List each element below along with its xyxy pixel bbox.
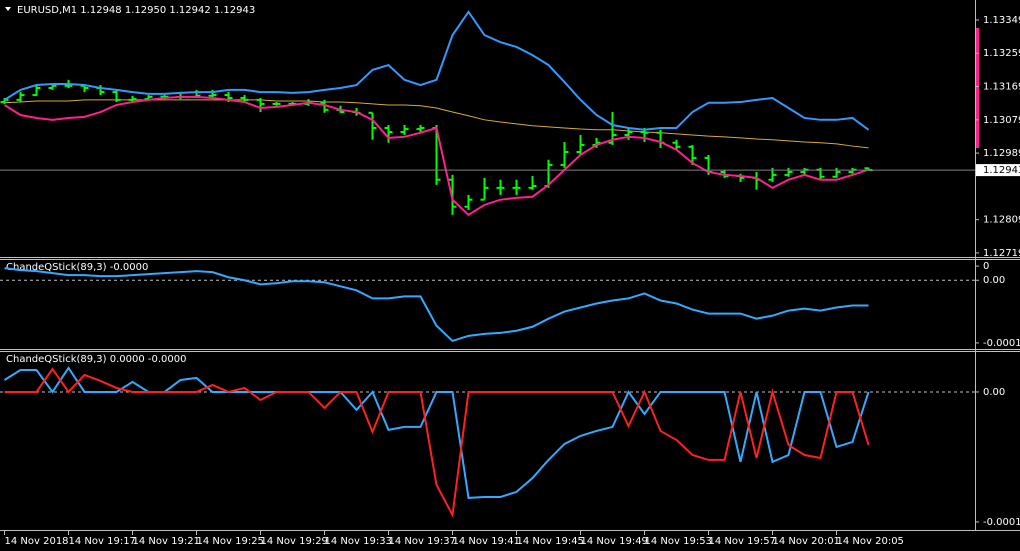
x-tick-label: 14 Nov 19:53: [645, 536, 712, 547]
indicator-line: [3, 95, 869, 217]
y-tick-label: 1.13349: [983, 15, 1020, 26]
x-tick-label: 14 Nov 19:29: [261, 536, 328, 547]
indicator-title: ChandeQStick(89,3) -0.0000: [6, 262, 148, 273]
x-tick-label: 14 Nov 19:49: [581, 536, 648, 547]
x-tick-label: 14 Nov 19:41: [453, 536, 520, 547]
x-tick-label: 14 Nov 19:45: [517, 536, 584, 547]
x-tick-label: 14 Nov 19:33: [325, 536, 392, 547]
indicator-line: [4, 367, 870, 519]
chart-title: EURUSD,M1 1.12948 1.12950 1.12942 1.1294…: [17, 5, 255, 16]
x-tick-label: 14 Nov 19:57: [709, 536, 776, 547]
x-tick-label: 14 Nov 19:37: [389, 536, 456, 547]
symbol-menu-arrow[interactable]: [5, 7, 11, 11]
indicator-title: ChandeQStick(89,3) 0.0000 -0.0000: [6, 354, 187, 365]
y-tick-label: 0.00: [983, 387, 1005, 398]
indicator-line: [3, 10, 870, 131]
x-tick-label: 14 Nov 2018: [5, 536, 69, 547]
indicator-line: [4, 267, 869, 343]
y-tick-label: 1.13079: [983, 115, 1020, 126]
y-tick-label: 1.12809: [983, 215, 1020, 226]
y-tick-label: 1.12719: [983, 248, 1020, 259]
x-tick-label: 14 Nov 19:21: [133, 536, 200, 547]
y-tick-label: -0.0001: [983, 338, 1020, 349]
y-tick-label: 1.13169: [983, 82, 1020, 93]
x-tick-label: 14 Nov 19:17: [69, 536, 136, 547]
y-tick-label: -0.0001: [983, 517, 1020, 528]
x-tick-label: 14 Nov 20:05: [837, 536, 904, 547]
x-tick-label: 14 Nov 20:01: [773, 536, 840, 547]
y-tick-label: 1.12989: [983, 148, 1020, 159]
x-tick-label: 14 Nov 19:25: [197, 536, 264, 547]
y-tick-label: 1.13259: [983, 48, 1020, 59]
trade-level-marker: [976, 28, 979, 148]
last-price-box: [976, 164, 1020, 177]
last-price-label: 1.12943: [983, 165, 1020, 176]
y-tick-label: 0: [983, 261, 989, 272]
y-tick-label: 0.00: [983, 275, 1005, 286]
